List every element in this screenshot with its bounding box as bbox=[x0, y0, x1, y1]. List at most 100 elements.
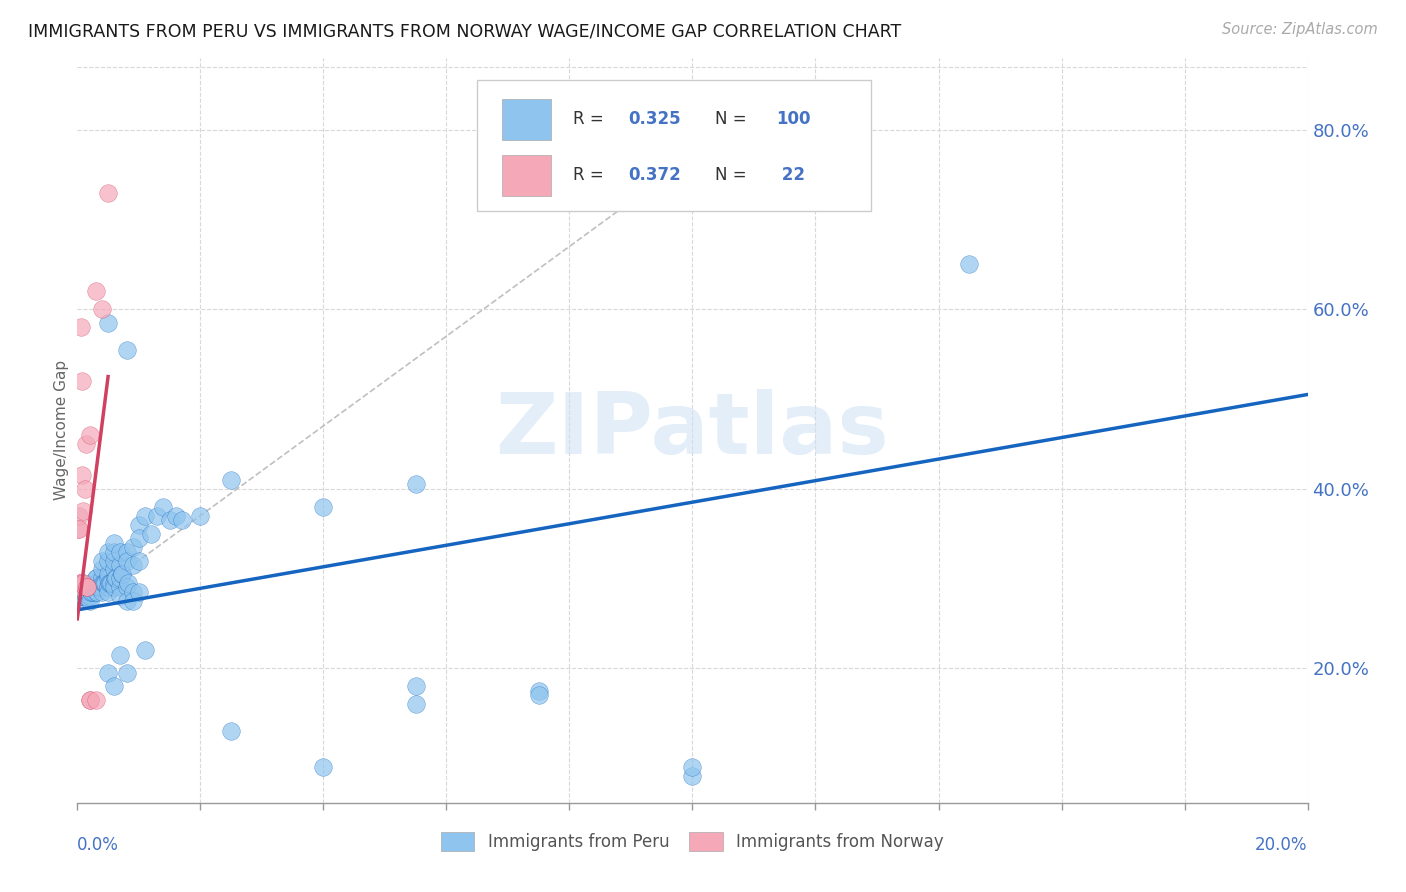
Point bbox=[405, 679, 427, 693]
Point bbox=[103, 553, 125, 567]
Point bbox=[121, 540, 143, 554]
Text: N =: N = bbox=[714, 111, 747, 128]
Point bbox=[70, 585, 93, 599]
Point bbox=[90, 576, 114, 591]
Point bbox=[82, 585, 104, 599]
Point bbox=[97, 585, 120, 599]
Point bbox=[69, 576, 91, 591]
Point bbox=[76, 581, 98, 595]
Point bbox=[84, 571, 107, 585]
Point bbox=[527, 683, 550, 698]
Point bbox=[67, 508, 90, 523]
Point bbox=[72, 576, 94, 591]
Point bbox=[115, 665, 138, 680]
Y-axis label: Wage/Income Gap: Wage/Income Gap bbox=[53, 360, 69, 500]
Point bbox=[159, 513, 181, 527]
Point bbox=[87, 581, 110, 595]
Point bbox=[111, 566, 134, 581]
Point bbox=[90, 571, 114, 585]
Point bbox=[110, 590, 132, 604]
Point bbox=[128, 553, 150, 567]
Point bbox=[121, 558, 143, 572]
Point bbox=[128, 585, 150, 599]
Point bbox=[115, 544, 138, 558]
Point bbox=[80, 585, 103, 599]
Point bbox=[79, 590, 101, 604]
Point bbox=[128, 531, 150, 545]
Point bbox=[170, 513, 193, 527]
Point bbox=[75, 590, 97, 604]
Text: 20.0%: 20.0% bbox=[1256, 837, 1308, 855]
Point bbox=[69, 576, 91, 591]
Point bbox=[97, 581, 120, 595]
Point bbox=[97, 186, 120, 200]
Point bbox=[70, 468, 93, 483]
Point bbox=[79, 692, 101, 706]
Point bbox=[97, 544, 120, 558]
Text: 0.0%: 0.0% bbox=[77, 837, 120, 855]
Point bbox=[70, 374, 93, 388]
Text: IMMIGRANTS FROM PERU VS IMMIGRANTS FROM NORWAY WAGE/INCOME GAP CORRELATION CHART: IMMIGRANTS FROM PERU VS IMMIGRANTS FROM … bbox=[28, 22, 901, 40]
Point bbox=[67, 581, 90, 595]
Point bbox=[165, 508, 187, 523]
Legend: Immigrants from Peru, Immigrants from Norway: Immigrants from Peru, Immigrants from No… bbox=[434, 825, 950, 858]
Point bbox=[84, 585, 107, 599]
Point bbox=[117, 576, 139, 591]
Point bbox=[97, 566, 120, 581]
Point bbox=[67, 522, 90, 536]
Point bbox=[72, 585, 94, 599]
Text: Source: ZipAtlas.com: Source: ZipAtlas.com bbox=[1222, 22, 1378, 37]
Point bbox=[69, 590, 91, 604]
FancyBboxPatch shape bbox=[502, 155, 551, 195]
Point bbox=[141, 526, 163, 541]
Point bbox=[86, 581, 108, 595]
Point bbox=[121, 594, 143, 608]
Point bbox=[84, 285, 107, 299]
Point bbox=[76, 585, 98, 599]
Point bbox=[75, 581, 97, 595]
Point bbox=[79, 585, 101, 599]
Point bbox=[84, 576, 107, 591]
Point bbox=[128, 517, 150, 532]
Point bbox=[105, 571, 128, 585]
Point bbox=[79, 594, 101, 608]
Point bbox=[405, 697, 427, 711]
Point bbox=[79, 581, 101, 595]
Point bbox=[77, 581, 100, 595]
Point bbox=[134, 508, 156, 523]
Point bbox=[72, 576, 94, 591]
Point bbox=[82, 581, 104, 595]
Point bbox=[69, 585, 91, 599]
Text: 100: 100 bbox=[776, 111, 811, 128]
Point bbox=[84, 571, 107, 585]
Text: R =: R = bbox=[574, 166, 609, 185]
Point bbox=[110, 571, 132, 585]
Point bbox=[73, 585, 96, 599]
Point bbox=[90, 302, 114, 317]
FancyBboxPatch shape bbox=[502, 99, 551, 140]
Point bbox=[90, 553, 114, 567]
Text: 22: 22 bbox=[776, 166, 806, 185]
Point bbox=[682, 769, 704, 783]
Point bbox=[75, 437, 97, 451]
Point bbox=[103, 535, 125, 549]
Point bbox=[72, 581, 94, 595]
Point bbox=[527, 688, 550, 702]
Point bbox=[98, 576, 121, 591]
Point bbox=[115, 581, 138, 595]
Text: 0.325: 0.325 bbox=[628, 111, 681, 128]
Point bbox=[111, 566, 132, 581]
Point bbox=[103, 576, 125, 591]
Point bbox=[76, 581, 98, 595]
Point bbox=[98, 576, 121, 591]
Text: R =: R = bbox=[574, 111, 609, 128]
Point bbox=[115, 343, 138, 357]
Point bbox=[76, 581, 98, 595]
Point bbox=[682, 760, 704, 774]
Point bbox=[219, 473, 242, 487]
Point bbox=[188, 508, 212, 523]
Point bbox=[72, 504, 94, 518]
Point bbox=[79, 692, 101, 706]
Point bbox=[103, 679, 125, 693]
Point bbox=[76, 585, 98, 599]
